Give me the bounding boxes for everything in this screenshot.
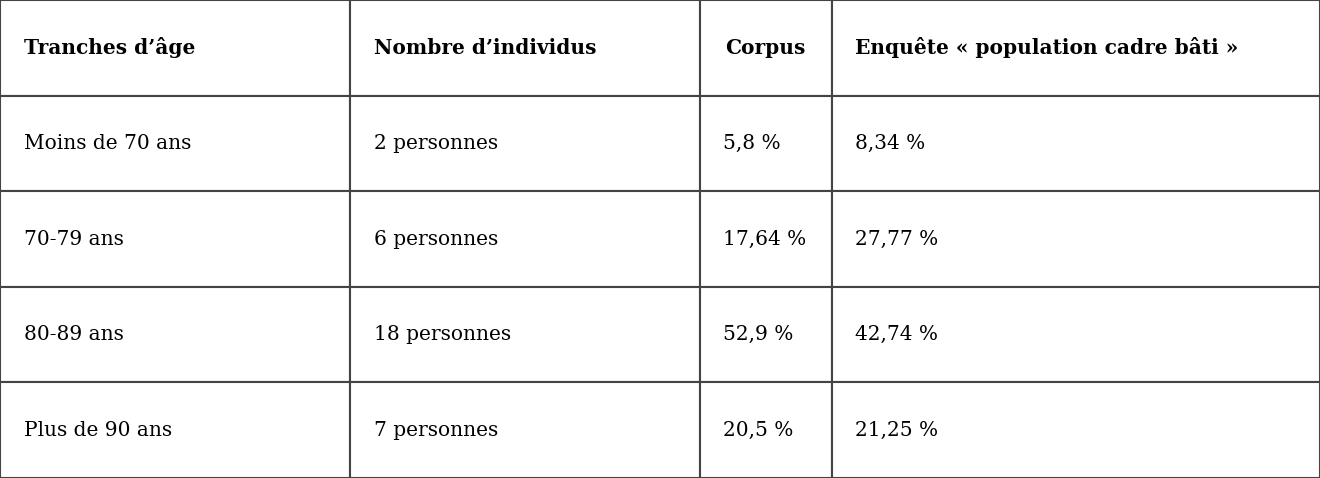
Text: Moins de 70 ans: Moins de 70 ans [24,134,191,153]
Text: 80-89 ans: 80-89 ans [24,325,124,344]
Text: 20,5 %: 20,5 % [723,421,793,440]
Bar [832,191,1320,287]
Text: 70-79 ans: 70-79 ans [24,229,124,249]
Bar [350,0,700,96]
Text: 8,34 %: 8,34 % [855,134,925,153]
Text: 18 personnes: 18 personnes [374,325,511,344]
Text: 7 personnes: 7 personnes [374,421,498,440]
Bar [0,287,350,382]
Bar [0,382,350,478]
Bar [350,191,700,287]
Bar [700,287,832,382]
Bar [0,191,350,287]
Bar [832,287,1320,382]
Bar [700,382,832,478]
Bar [700,191,832,287]
Text: 21,25 %: 21,25 % [855,421,939,440]
Text: 2 personnes: 2 personnes [374,134,498,153]
Text: 52,9 %: 52,9 % [723,325,793,344]
Bar [832,382,1320,478]
Bar [350,287,700,382]
Text: Enquête « population cadre bâti »: Enquête « population cadre bâti » [855,37,1238,58]
Bar [832,96,1320,191]
Bar [832,0,1320,96]
Text: 6 personnes: 6 personnes [374,229,498,249]
Text: Tranches d’âge: Tranches d’âge [24,37,195,58]
Bar [350,382,700,478]
Text: Plus de 90 ans: Plus de 90 ans [24,421,172,440]
Text: 27,77 %: 27,77 % [855,229,939,249]
Bar [700,96,832,191]
Bar [350,96,700,191]
Bar [700,0,832,96]
Text: Nombre d’individus: Nombre d’individus [374,38,597,58]
Text: 17,64 %: 17,64 % [723,229,807,249]
Text: 5,8 %: 5,8 % [723,134,781,153]
Bar [0,0,350,96]
Bar [0,96,350,191]
Text: Corpus: Corpus [726,38,805,58]
Text: 42,74 %: 42,74 % [855,325,939,344]
